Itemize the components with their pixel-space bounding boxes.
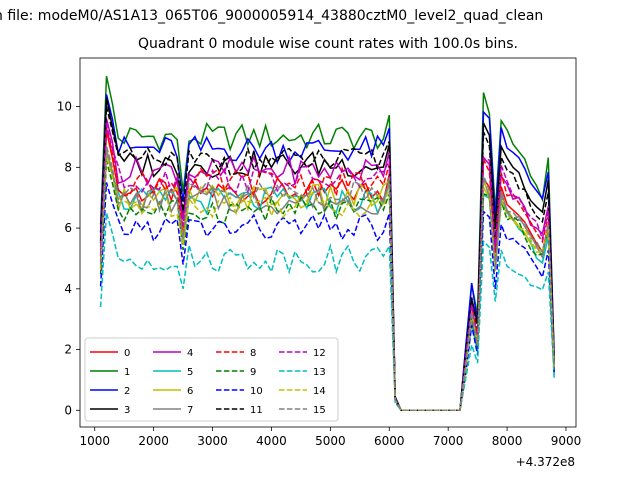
legend-label-5: 5	[187, 367, 193, 378]
legend-label-4: 4	[187, 348, 193, 359]
legend-label-7: 7	[187, 405, 193, 416]
x-tick-label: 1000	[79, 434, 110, 448]
legend-label-15: 15	[313, 405, 326, 416]
legend-label-3: 3	[124, 405, 130, 416]
legend-label-12: 12	[313, 348, 326, 359]
y-tick-label: 4	[64, 282, 72, 296]
legend-label-6: 6	[187, 386, 193, 397]
x-tick-label: 4000	[256, 434, 287, 448]
x-axis: 1000 2000 3000 4000 5000 6000 7000 8000 9000	[79, 427, 581, 448]
x-tick-label: 6000	[374, 434, 405, 448]
legend-label-8: 8	[250, 348, 256, 359]
y-tick-label: 6	[64, 221, 72, 235]
chart-title: Quadrant 0 module wise count rates with …	[138, 36, 518, 52]
legend-box	[84, 337, 339, 422]
plot-frame	[79, 57, 577, 428]
x-tick-label: 2000	[138, 434, 169, 448]
legend-label-14: 14	[313, 386, 326, 397]
legend-label-13: 13	[313, 367, 326, 378]
y-tick-label: 0	[64, 403, 72, 417]
legend-label-9: 9	[250, 367, 256, 378]
y-tick-label: 8	[64, 160, 72, 174]
x-tick-label: 5000	[315, 434, 346, 448]
y-axis: 0 2 4 6 8 10	[57, 100, 80, 417]
x-tick-label: 7000	[433, 434, 464, 448]
figure-suptitle: n file: modeM0/AS1A13_065T06_9000005914_…	[0, 8, 543, 24]
series-line-13	[99, 212, 555, 412]
x-tick-label: 3000	[197, 434, 228, 448]
x-tick-label: 9000	[551, 434, 582, 448]
legend-label-1: 1	[124, 367, 130, 378]
x-offset-label: +4.372e8	[516, 455, 575, 469]
series-line-15	[99, 145, 555, 412]
y-tick-label: 10	[57, 100, 72, 114]
legend-label-11: 11	[250, 405, 263, 416]
series-line-14	[99, 155, 555, 412]
y-tick-label: 2	[64, 343, 72, 357]
legend-label-10: 10	[250, 386, 263, 397]
legend-label-2: 2	[124, 386, 130, 397]
x-tick-label: 8000	[492, 434, 523, 448]
plot-lines	[99, 76, 555, 412]
legend-label-0: 0	[124, 348, 130, 359]
